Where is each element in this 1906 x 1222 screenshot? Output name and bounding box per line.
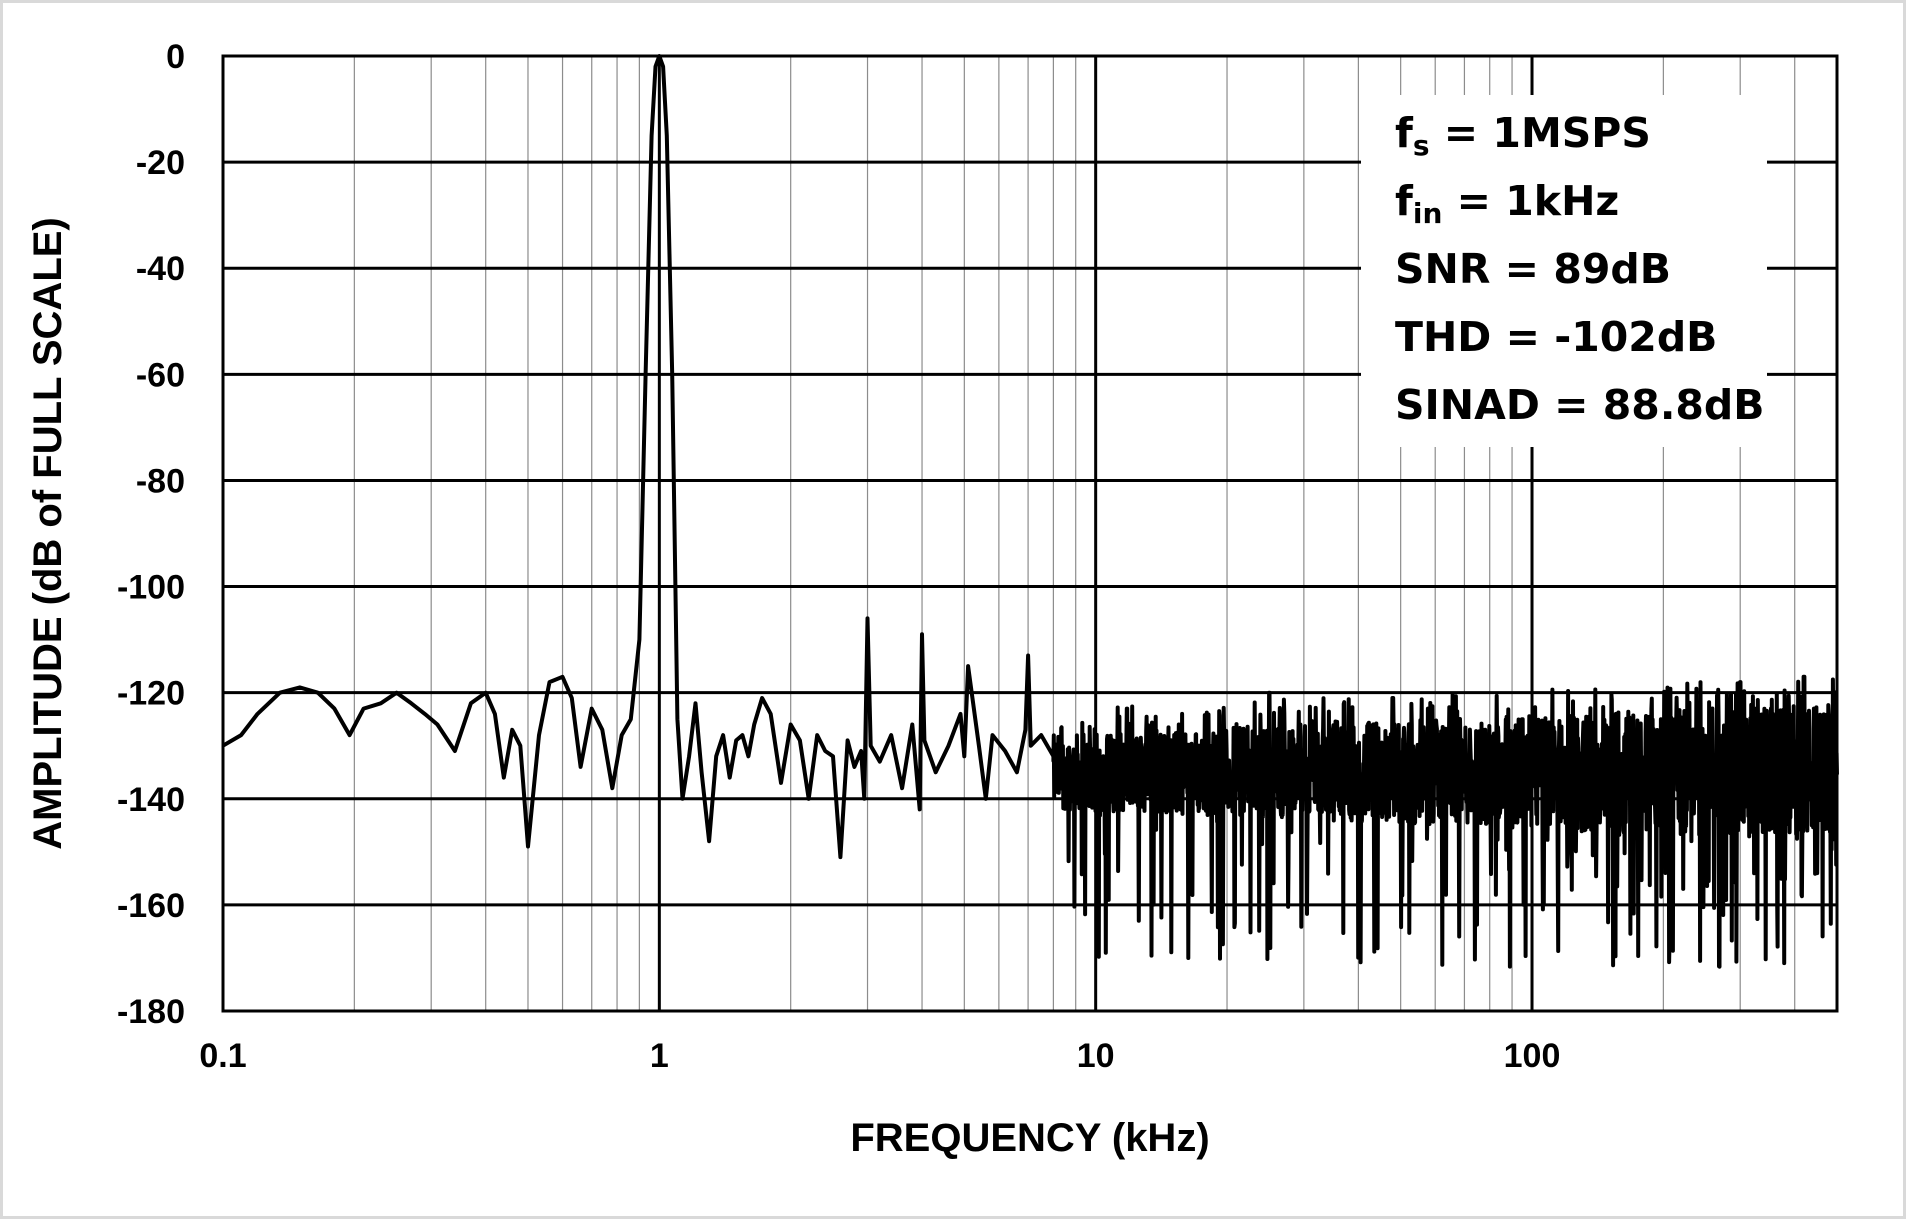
plot-border xyxy=(221,54,1839,1013)
annotation-line: fs = 1MSPS xyxy=(1395,109,1651,162)
annotation-line: SNR = 89dB xyxy=(1395,245,1671,293)
y-tick-label: -140 xyxy=(117,781,185,819)
y-tick-label: -100 xyxy=(117,569,185,607)
y-tick-label: 0 xyxy=(166,38,185,76)
y-tick-label: -40 xyxy=(136,250,185,288)
x-tick-label: 100 xyxy=(1504,1037,1561,1075)
x-tick-label: 1 xyxy=(650,1037,669,1075)
x-axis-title: FREQUENCY (kHz) xyxy=(850,1116,1209,1160)
spectrum-series-line xyxy=(221,54,1839,969)
annotation-line: SINAD = 88.8dB xyxy=(1395,381,1765,429)
x-tick-labels: 0.1 1 10 100 xyxy=(199,1037,1560,1075)
y-tick-label: -80 xyxy=(136,462,185,500)
annotation-box: fs = 1MSPS fin = 1kHz SNR = 89dB THD = -102… xyxy=(1361,95,1767,447)
annotation-line: THD = -102dB xyxy=(1395,313,1717,361)
y-tick-label: -160 xyxy=(117,887,185,925)
y-tick-label: -180 xyxy=(117,993,185,1031)
y-tick-labels: 0 -20 -40 -60 -80 -100 -120 -140 -160 -180 xyxy=(117,38,185,1031)
y-axis-title: AMPLITUDE (dB of FULL SCALE) xyxy=(26,217,70,850)
series-layer xyxy=(221,54,1839,969)
y-tick-label: -20 xyxy=(136,144,185,182)
x-tick-label: 10 xyxy=(1077,1037,1115,1075)
x-tick-label: 0.1 xyxy=(199,1037,246,1075)
annotation-background xyxy=(1361,95,1767,447)
annotation-line: fin = 1kHz xyxy=(1395,177,1619,230)
y-tick-label: -120 xyxy=(117,675,185,713)
y-tick-label: -60 xyxy=(136,356,185,394)
fft-spectrum-chart: fs = 1MSPS fin = 1kHz SNR = 89dB THD = -102… xyxy=(26,38,1839,1160)
